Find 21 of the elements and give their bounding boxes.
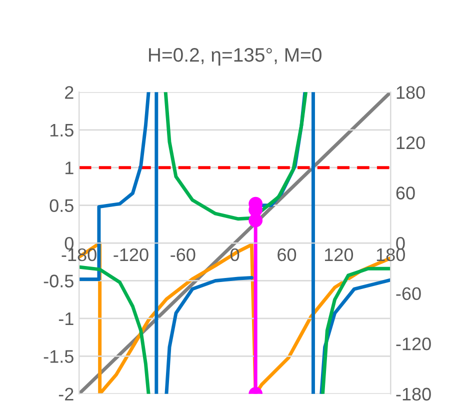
y2-tick-label: 180	[396, 86, 425, 99]
chart-title: H=0.2, η=135°, M=0	[149, 48, 322, 66]
y2-tick-label: -120	[396, 338, 431, 350]
y-tick-label: -1	[58, 312, 74, 325]
y-tick-label: -0.5	[44, 274, 74, 288]
y-tick-label: 1	[66, 162, 74, 174]
x-tick-label: -60	[170, 248, 196, 262]
y-tick-label: -2	[58, 388, 74, 400]
y-tick-label: 0	[64, 236, 74, 250]
y2-tick-label: 120	[396, 136, 425, 150]
y2-tick-label: 60	[396, 186, 415, 200]
y-tick-label: 1.5	[50, 124, 74, 137]
y-tick-label: 0.5	[50, 199, 74, 212]
y-tick-label: 2	[65, 86, 74, 99]
x-tick-label: 60	[278, 248, 296, 262]
x-tick-label: 180	[376, 248, 405, 262]
x-tick-label: 120	[324, 248, 354, 262]
y2-tick-label: -60	[396, 287, 421, 300]
y2-tick-label: -180	[396, 388, 431, 401]
x-tick-label: -120	[114, 248, 148, 262]
y-tick-label: -1.5	[44, 350, 74, 363]
